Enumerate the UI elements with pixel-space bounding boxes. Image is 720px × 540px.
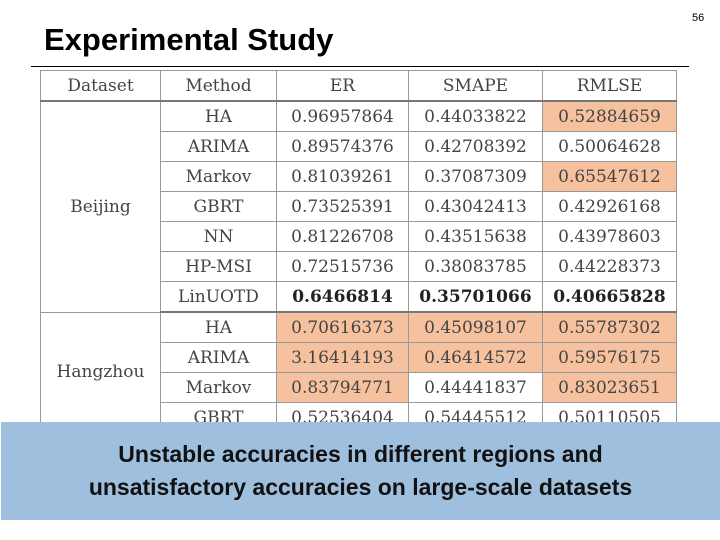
slide-number: 56 <box>692 12 705 24</box>
smape-cell: 0.35701066 <box>408 281 543 313</box>
method-cell: HA <box>160 311 277 343</box>
smape-cell: 0.42708392 <box>408 131 543 162</box>
smape-cell: 0.43042413 <box>408 191 543 222</box>
rmlse-cell: 0.40665828 <box>542 281 677 313</box>
er-cell: 0.83794771 <box>276 372 409 403</box>
table-row: ARIMA 3.16414193 0.46414572 0.59576175 <box>41 342 677 373</box>
smape-cell: 0.46414572 <box>408 342 543 373</box>
rmlse-cell: 0.42926168 <box>542 191 677 222</box>
results-table: Dataset Method ER SMAPE RMLSE Beijing HA 0… <box>40 70 677 433</box>
rmlse-cell: 0.43978603 <box>542 221 677 252</box>
smape-cell: 0.44441837 <box>408 372 543 403</box>
method-cell: HA <box>160 100 277 132</box>
rmlse-cell: 0.44228373 <box>542 251 677 282</box>
dataset-cell: Hangzhou <box>40 311 161 433</box>
rmlse-cell: 0.50064628 <box>542 131 677 162</box>
dataset-cell: Beijing <box>40 100 161 313</box>
er-cell: 0.96957864 <box>276 100 409 132</box>
smape-cell: 0.45098107 <box>408 311 543 343</box>
method-cell: Markov <box>160 161 277 192</box>
header-er: ER <box>276 70 409 102</box>
header-rmlse: RMLSE <box>542 70 677 102</box>
smape-cell: 0.43515638 <box>408 221 543 252</box>
method-cell: ARIMA <box>160 342 277 373</box>
table-row: Hangzhou HA 0.70616373 0.45098107 0.55787302 <box>40 311 677 433</box>
er-cell: 0.89574376 <box>276 131 409 162</box>
rmlse-cell: 0.83023651 <box>542 372 677 403</box>
table-row: LinUOTD 0.6466814 0.35701066 0.40665828 <box>41 281 677 313</box>
rmlse-cell: 0.55787302 <box>542 311 677 343</box>
er-cell: 0.72515736 <box>276 251 409 282</box>
header-smape: SMAPE <box>408 70 543 102</box>
table-row: Markov 0.81039261 0.37087309 0.65547612 <box>41 161 677 192</box>
results-table-container: Dataset Method ER SMAPE RMLSE Beijing HA 0… <box>40 70 677 433</box>
er-cell: 0.73525391 <box>276 191 409 222</box>
callout-banner: Unstable accuracies in different regions… <box>1 422 720 520</box>
slide-title: Experimental Study <box>44 22 334 57</box>
er-cell: 3.16414193 <box>276 342 409 373</box>
callout-text: Unstable accuracies in different regions… <box>89 438 632 504</box>
smape-cell: 0.44033822 <box>408 100 543 132</box>
header-dataset: Dataset <box>40 70 161 102</box>
table-row: Beijing HA 0.96957864 0.44033822 0.52884659 <box>40 100 677 313</box>
title-divider <box>31 66 689 67</box>
table-row: HP-MSI 0.72515736 0.38083785 0.44228373 <box>41 251 677 282</box>
table-row: ARIMA 0.89574376 0.42708392 0.50064628 <box>41 131 677 162</box>
header-method: Method <box>160 70 277 102</box>
method-cell: ARIMA <box>160 131 277 162</box>
method-cell: GBRT <box>160 191 277 222</box>
er-cell: 0.81039261 <box>276 161 409 192</box>
rmlse-cell: 0.59576175 <box>542 342 677 373</box>
er-cell: 0.6466814 <box>276 281 409 313</box>
method-cell: HP-MSI <box>160 251 277 282</box>
table-row: GBRT 0.73525391 0.43042413 0.42926168 <box>41 191 677 222</box>
callout-line-1: Unstable accuracies in different regions… <box>118 441 603 467</box>
callout-line-2: unsatisfactory accuracies on large-scale… <box>88 474 633 500</box>
er-cell: 0.70616373 <box>276 311 409 343</box>
method-cell: Markov <box>160 372 277 403</box>
table-row: NN 0.81226708 0.43515638 0.43978603 <box>41 221 677 252</box>
smape-cell: 0.38083785 <box>408 251 543 282</box>
method-cell: NN <box>160 221 277 252</box>
table-body: Beijing HA 0.96957864 0.44033822 0.52884659 A… <box>40 100 677 433</box>
smape-cell: 0.37087309 <box>408 161 543 192</box>
er-cell: 0.81226708 <box>276 221 409 252</box>
rmlse-cell: 0.52884659 <box>542 100 677 132</box>
rmlse-cell: 0.65547612 <box>542 161 677 192</box>
table-header-row: Dataset Method ER SMAPE RMLSE <box>40 70 677 102</box>
method-cell: LinUOTD <box>160 281 277 313</box>
